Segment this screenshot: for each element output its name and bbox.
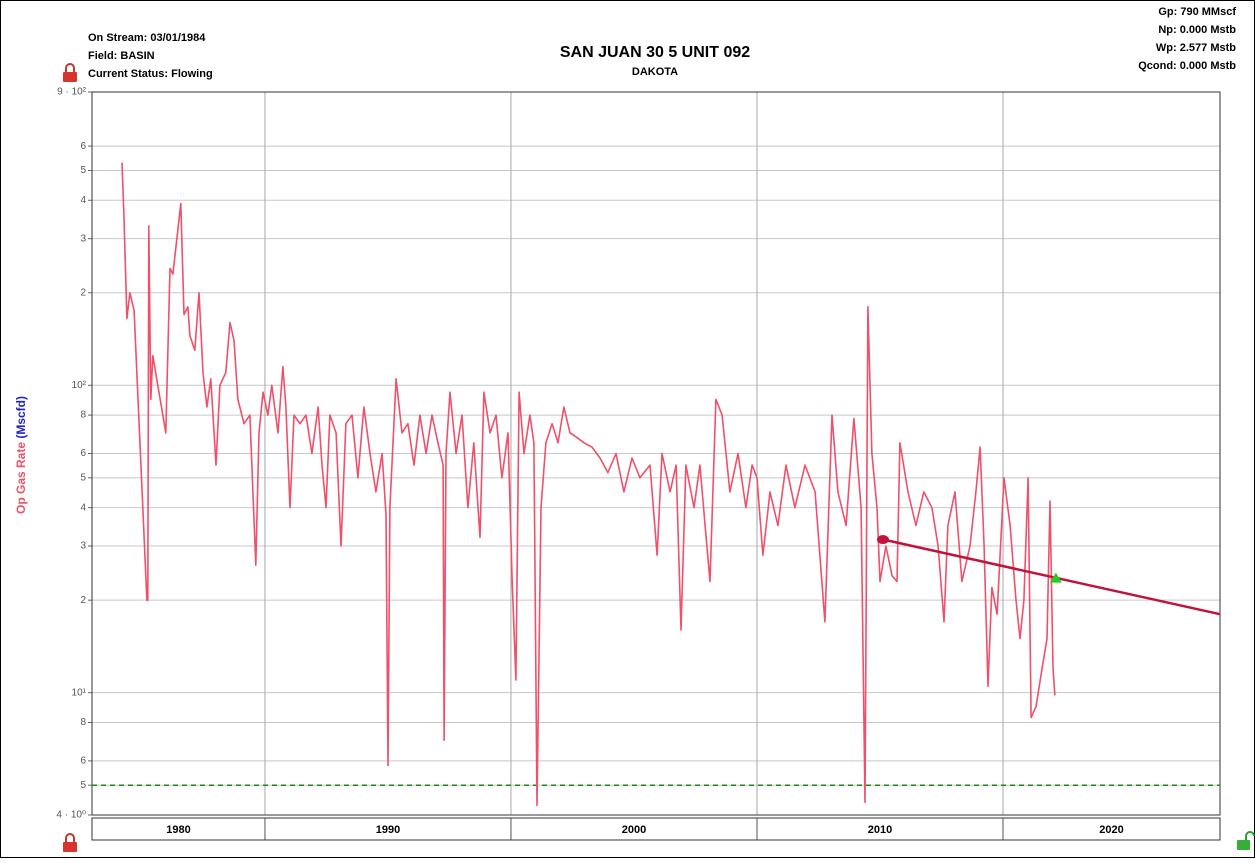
y-tick-label: 4 xyxy=(80,502,86,513)
y-tick-label: 2 xyxy=(80,287,86,298)
y-tick-label: 6 xyxy=(80,448,86,459)
info-line: On Stream: 03/01/1984 xyxy=(88,32,206,44)
data-line xyxy=(121,162,1056,807)
x-band-label: 2010 xyxy=(868,824,892,836)
lock-icon[interactable] xyxy=(63,63,77,82)
x-band-label: 1980 xyxy=(166,824,190,836)
x-band-strip xyxy=(91,817,1221,841)
y-tick-label: 6 xyxy=(80,141,86,152)
y-tick-label: 5 xyxy=(80,780,86,791)
forecast-end xyxy=(1049,572,1062,583)
y-tick-label: 6 xyxy=(80,756,86,767)
y-tick-label: 10² xyxy=(72,380,87,391)
y-tick-label: 8 xyxy=(80,717,86,728)
x-band-label: 2000 xyxy=(622,824,646,836)
info-left: On Stream: 03/01/1984 Field: BASIN Curre… xyxy=(88,32,213,80)
forecast-line xyxy=(882,538,1221,616)
info-line: Qcond: 0.000 Mstb xyxy=(1138,60,1236,72)
chart-title: SAN JUAN 30 5 UNIT 092 xyxy=(560,44,750,61)
info-right: Gp: 790 MMscf Np: 0.000 Mstb Wp: 2.577 M… xyxy=(1138,6,1236,72)
info-line: Gp: 790 MMscf xyxy=(1158,6,1236,18)
info-line: Current Status: Flowing xyxy=(88,68,213,80)
y-tick-label: 3 xyxy=(80,541,86,552)
y-tick-label: 4 xyxy=(80,195,86,206)
y-tick-label: 4 · 10⁰ xyxy=(56,810,86,821)
info-line: Wp: 2.577 Mstb xyxy=(1156,42,1236,54)
y-axis-label: Op Gas Rate (Mscfd) xyxy=(14,396,28,514)
y-tick-label: 8 xyxy=(80,410,86,421)
info-line: Np: 0.000 Mstb xyxy=(1158,24,1236,36)
y-tick-label: 9 · 10² xyxy=(57,87,87,98)
y-tick-label: 2 xyxy=(80,595,86,606)
forecast-start xyxy=(876,535,889,545)
x-band-label: 2020 xyxy=(1099,824,1123,836)
chart-subtitle: DAKOTA xyxy=(632,66,678,78)
plot-frame xyxy=(91,91,1221,816)
y-tick-label: 5 xyxy=(80,165,86,176)
lock-icon[interactable] xyxy=(63,833,77,852)
y-label-part: (Mscfd) xyxy=(14,396,28,439)
info-line: Field: BASIN xyxy=(88,50,155,62)
unlock-icon[interactable] xyxy=(1237,831,1255,850)
y-tick-label: 5 xyxy=(80,472,86,483)
y-label-part: Op Gas Rate xyxy=(14,442,28,514)
y-tick-label: 10¹ xyxy=(72,687,87,698)
x-band-label: 1990 xyxy=(376,824,400,836)
y-tick-label: 3 xyxy=(80,233,86,244)
